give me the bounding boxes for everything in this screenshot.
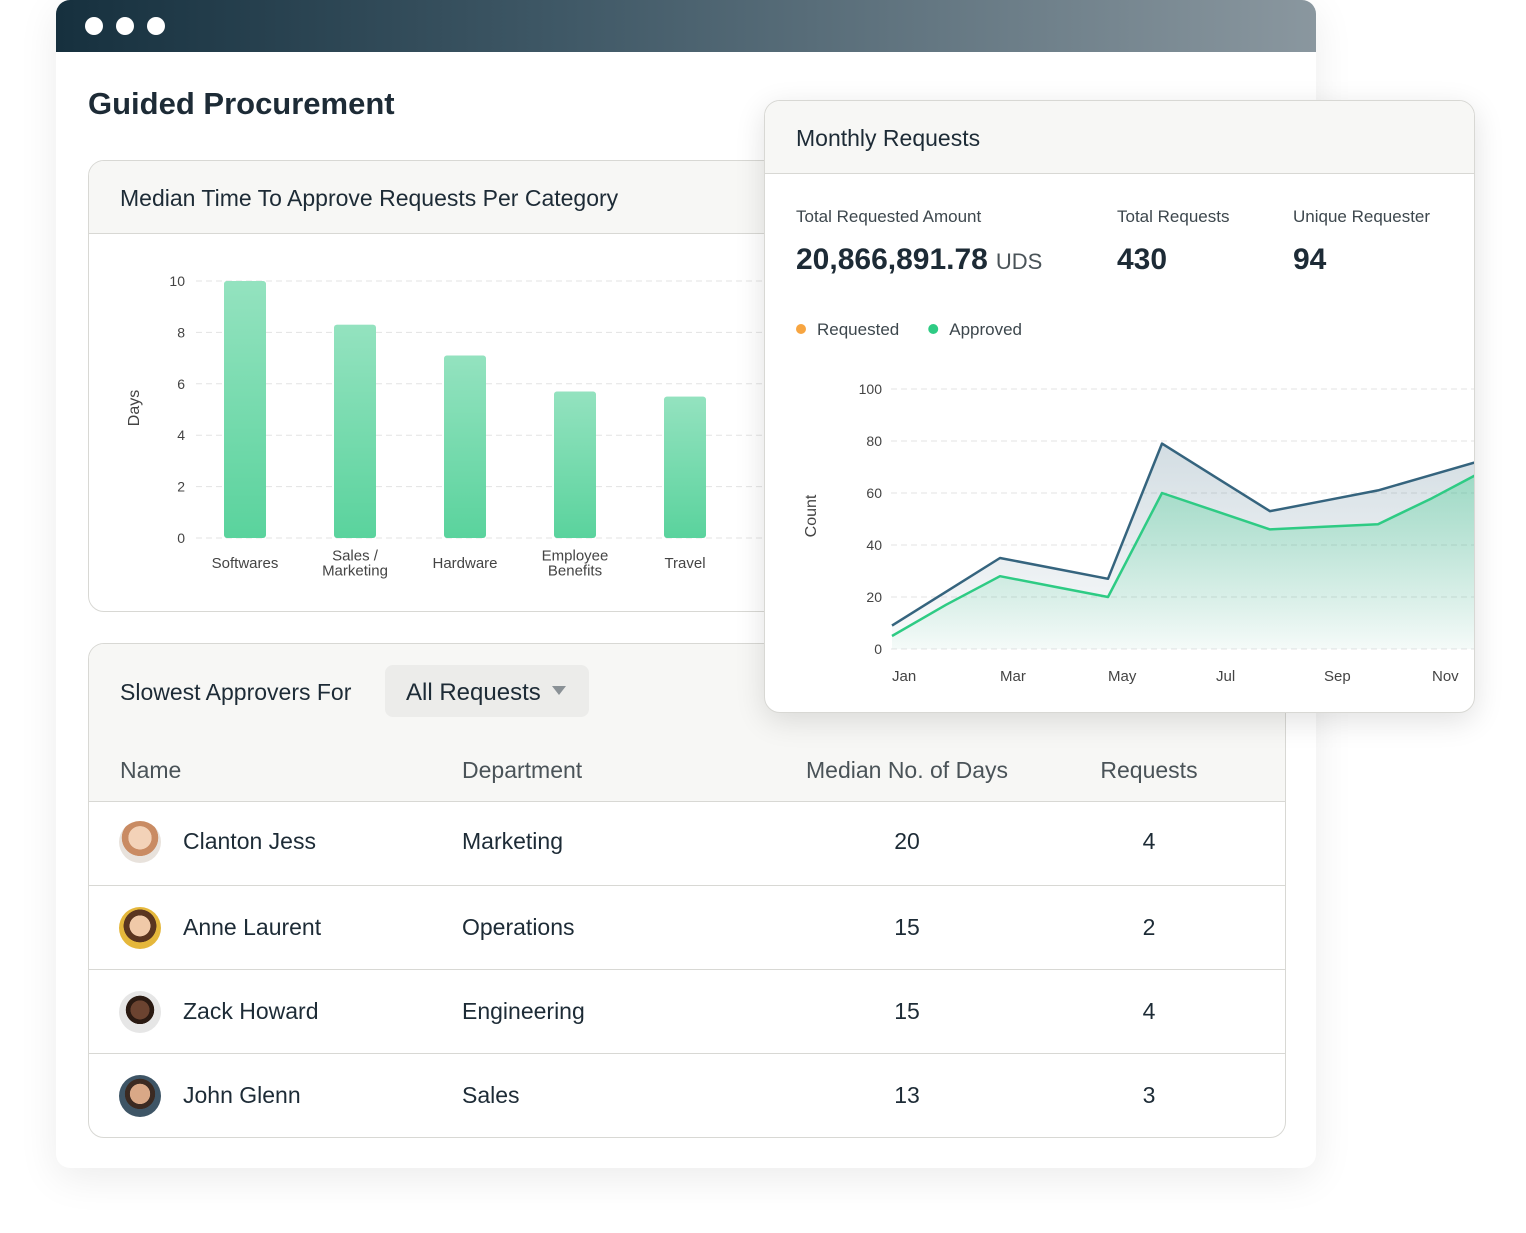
line — [891, 442, 1474, 627]
x-tick-label: Mar — [1000, 668, 1026, 685]
title-bar — [56, 0, 1316, 52]
stat-number: 20,866,891.78 — [796, 243, 988, 276]
bar-sheen — [664, 396, 706, 538]
table-title: Slowest Approvers For — [120, 679, 352, 705]
table-cell: Anne Laurent — [183, 914, 322, 940]
table-cell: 3 — [1142, 1082, 1156, 1108]
line-chart: 0 20 40 60 80 100 Count Jan Mar May Jul Sep Nov Reque… — [796, 320, 1474, 685]
stat: Unique Requester 94 — [1293, 207, 1473, 287]
table-card: Slowest Approvers For All Requests Name D… — [88, 643, 1286, 1138]
x-tick-label: Softwares — [212, 555, 279, 572]
y-tick-label: 0 — [874, 641, 882, 657]
window-dot — [147, 17, 165, 35]
stat-label: Total Requested Amount — [796, 207, 982, 226]
bar-chart: 0 2 4 6 8 10 Days Softwares Sales / Marketing Hard… — [126, 273, 1285, 580]
stat: Total Requests 430 — [1117, 207, 1297, 287]
table-cell: Operations — [462, 914, 575, 940]
x-tick-label: Nov — [1432, 668, 1459, 685]
window-dot — [85, 17, 103, 35]
avatar — [119, 1075, 161, 1117]
y-tick-label: 100 — [859, 381, 883, 397]
avatar — [119, 991, 161, 1033]
bar-sheen — [444, 355, 486, 538]
column-header: Median No. of Days — [806, 757, 1008, 783]
line-card: Monthly Requests Total Requested Amount 2… — [764, 100, 1475, 713]
column-header: Requests — [1100, 757, 1198, 783]
table-cell: Sales — [462, 1082, 520, 1108]
stat-value: 94 — [1293, 243, 1326, 277]
table-cell: Zack Howard — [183, 998, 319, 1024]
stat-number: 94 — [1293, 243, 1327, 276]
filter-label: All Requests — [406, 679, 541, 706]
table-cell: 2 — [1142, 914, 1156, 940]
y-axis-label: Days — [126, 390, 143, 426]
stats: Total Requested Amount 20,866,891.78 UDS To… — [765, 173, 1474, 293]
avatar — [119, 820, 161, 863]
column-header: Name — [120, 757, 182, 783]
stat-value: 430 — [1117, 243, 1167, 277]
y-tick-label: 0 — [177, 530, 185, 546]
table-row: Zack Howard Engineering 15 4 — [89, 969, 1285, 1054]
table-row: Anne Laurent Operations 15 2 — [89, 885, 1285, 970]
legend-label: Requested — [817, 320, 899, 339]
x-tick-label: Hardware — [432, 555, 497, 572]
column-header: Department — [462, 757, 583, 783]
table-cell: 4 — [1142, 827, 1156, 854]
bar-sheen — [224, 281, 266, 538]
table-row: Clanton Jess Marketing 20 4 — [89, 800, 1285, 884]
table-cell: John Glenn — [183, 1082, 301, 1108]
y-tick-label: 80 — [866, 433, 882, 449]
filter-dropdown[interactable]: All Requests — [385, 665, 589, 717]
page-title: Guided Procurement — [88, 86, 395, 121]
table-cell: 20 — [894, 827, 920, 854]
bar-sheen — [334, 324, 376, 538]
legend-dot — [928, 324, 939, 334]
x-tick-label: Sales / Marketing — [322, 548, 388, 580]
y-tick-label: 4 — [177, 427, 185, 443]
y-tick-label: 60 — [866, 485, 882, 501]
avatar — [119, 907, 161, 949]
stat: Total Requested Amount 20,866,891.78 UDS — [796, 207, 1042, 287]
y-tick-label: 40 — [866, 537, 882, 553]
table-row: John Glenn Sales 13 3 — [89, 1053, 1285, 1137]
x-tick-label: Employee Benefits — [542, 548, 609, 580]
dropdown-arrow — [552, 686, 566, 695]
stat-unit: UDS — [995, 249, 1043, 274]
chart-title: Monthly Requests — [796, 125, 981, 151]
table-cell: 15 — [894, 998, 920, 1024]
y-tick-label: 6 — [177, 376, 185, 392]
window-dot — [116, 17, 134, 35]
table-cell: 15 — [894, 914, 920, 940]
y-axis-label: Count — [803, 494, 820, 537]
y-tick-label: 8 — [177, 324, 185, 340]
chart-title: Median Time To Approve Requests Per Cate… — [120, 185, 619, 211]
stat-value: 20,866,891.78 UDS — [796, 243, 1042, 277]
y-tick-label: 10 — [169, 273, 185, 289]
x-tick-label: Jul — [1216, 668, 1235, 685]
table-body: Clanton Jess Marketing 20 4 Anne Laurent Oper… — [89, 801, 1285, 1137]
y-tick-label: 2 — [177, 479, 185, 495]
x-tick-label: Travel — [664, 555, 705, 572]
table-cell: Engineering — [462, 998, 585, 1024]
table-cell: Clanton Jess — [183, 827, 316, 854]
x-tick-label: Sep — [1324, 668, 1351, 685]
table-cell: 13 — [894, 1082, 920, 1108]
line — [891, 474, 1474, 638]
y-tick-label: 20 — [866, 589, 882, 605]
card-header: Monthly Requests — [765, 101, 1474, 174]
stat-label: Total Requests — [1117, 207, 1230, 226]
x-tick-label: Jan — [892, 668, 916, 685]
table-header: Name Department Median No. of Days Requests — [89, 737, 1285, 802]
table-cell: Marketing — [462, 827, 563, 854]
stat-label: Unique Requester — [1293, 207, 1431, 226]
x-tick-label: May — [1108, 668, 1137, 685]
table-cell: 4 — [1142, 998, 1156, 1024]
legend-dot — [796, 324, 806, 334]
legend-label: Approved — [949, 320, 1022, 339]
stat-number: 430 — [1117, 243, 1168, 276]
bar-sheen — [554, 391, 596, 538]
area — [892, 475, 1474, 649]
